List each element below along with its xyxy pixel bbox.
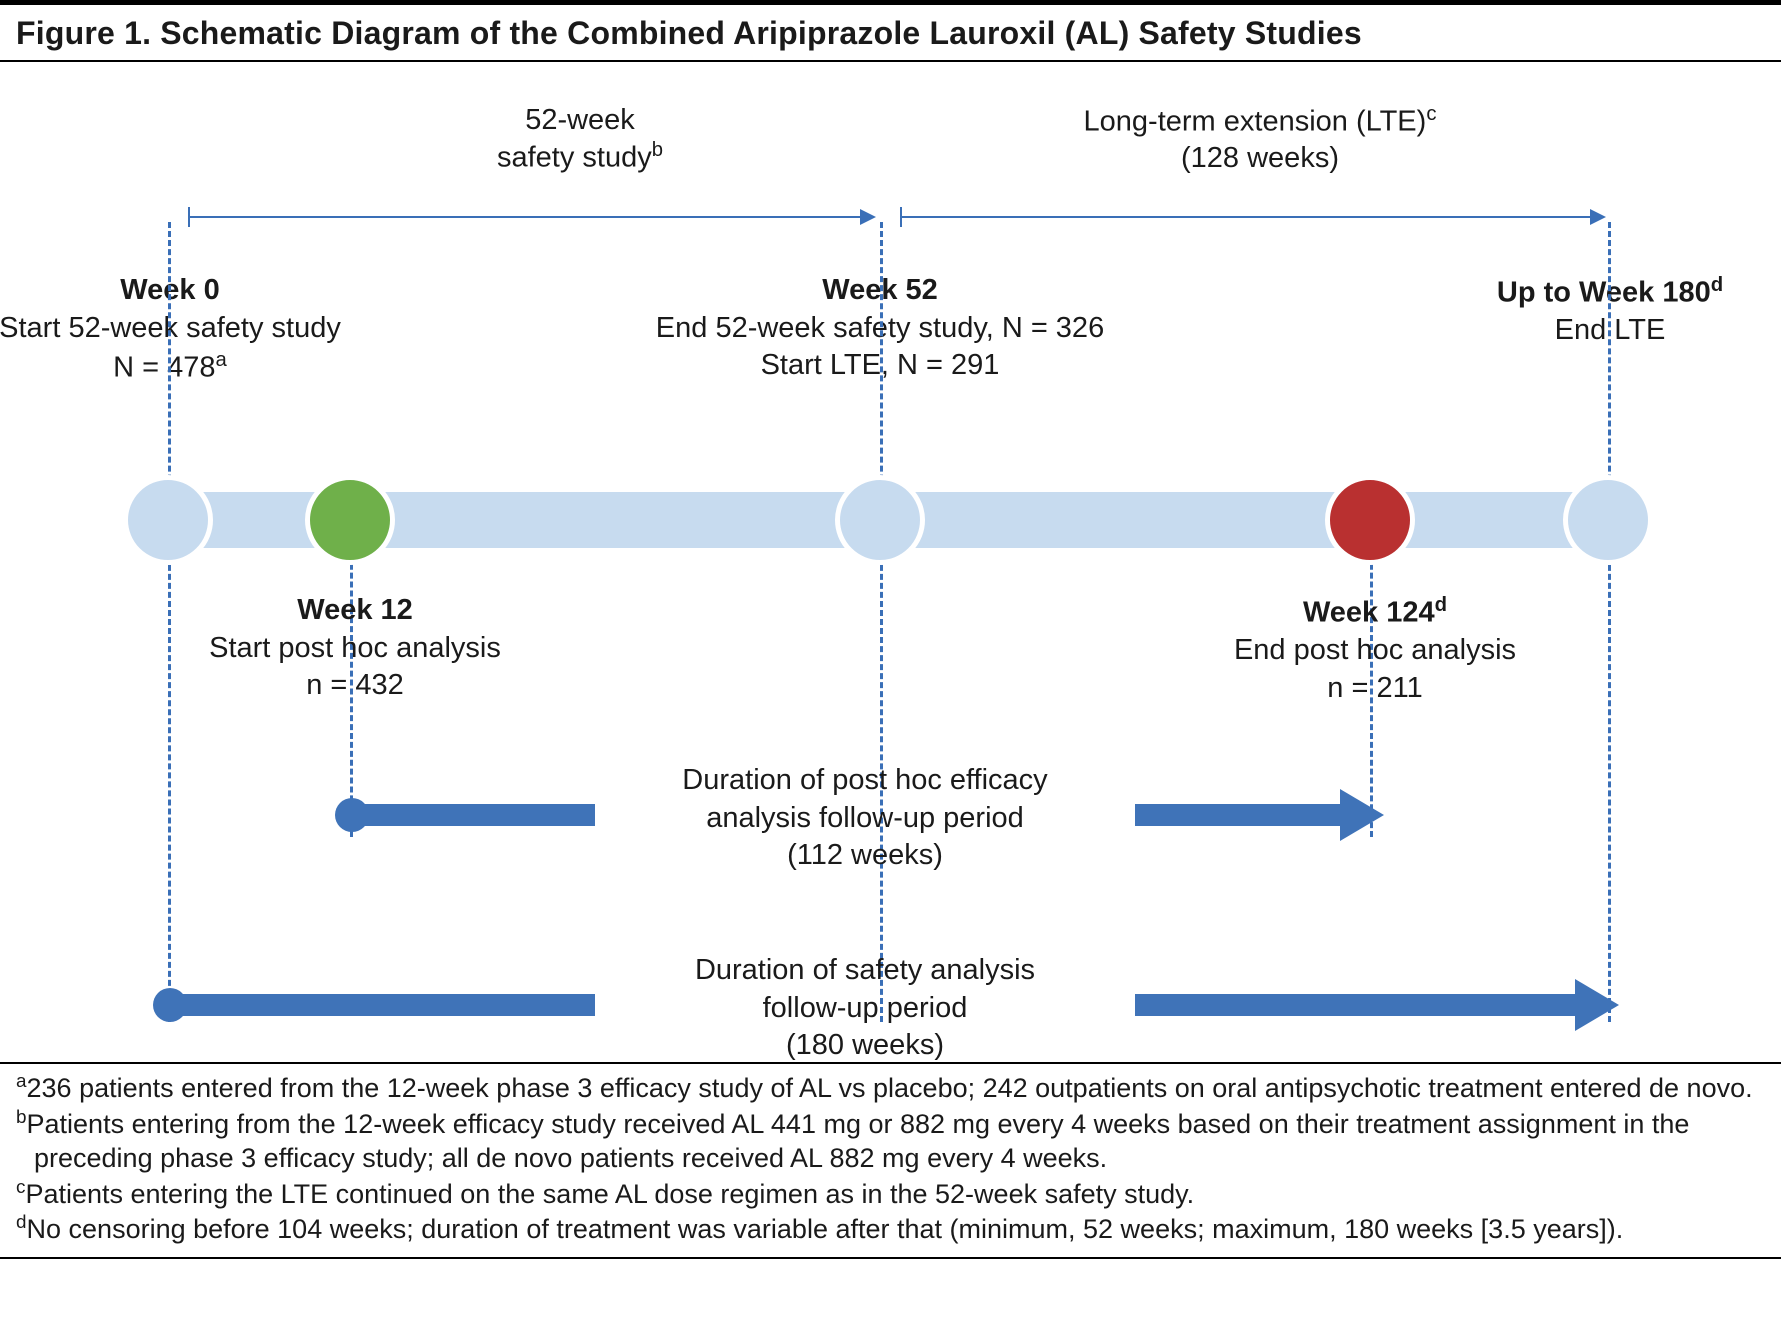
below-week124-l2: End post hoc analysis (1200, 632, 1550, 670)
node-week180 (1563, 475, 1653, 565)
span-efficacy-label: Duration of post hoc efficacy analysis f… (595, 762, 1135, 875)
milestone-week0-l2: Start 52-week safety study (0, 310, 350, 348)
span-safety-bar-right (1135, 994, 1575, 1016)
node-week52 (835, 475, 925, 565)
dash-week180 (1608, 222, 1611, 1022)
phase-1-arrow-head (860, 209, 876, 225)
dash-week0 (168, 222, 171, 1022)
phase-1-label: 52-week safety studyb (320, 102, 840, 176)
below-week12-l3: n = 432 (190, 667, 520, 705)
span-safety-l1: Duration of safety analysis (595, 952, 1135, 990)
phase-2-arrow-line (900, 216, 1590, 218)
span-safety-l3: (180 weeks) (595, 1027, 1135, 1065)
footnote-c: cPatients entering the LTE continued on … (16, 1176, 1765, 1212)
bottom-rule (0, 1257, 1781, 1259)
below-week124-title: Week 124d (1200, 592, 1550, 632)
span-efficacy-arrowhead (1340, 789, 1384, 841)
phase-1-line2: safety studyb (320, 138, 840, 176)
span-safety-l2: follow-up period (595, 990, 1135, 1028)
dash-week52 (880, 222, 883, 1022)
footnote-b: bPatients entering from the 12-week effi… (16, 1106, 1765, 1176)
phase-1-line1: 52-week (320, 102, 840, 138)
span-efficacy-l2: analysis follow-up period (595, 800, 1135, 838)
below-week124: Week 124d End post hoc analysis n = 211 (1200, 592, 1550, 708)
span-safety-label: Duration of safety analysis follow-up pe… (595, 952, 1135, 1065)
span-efficacy-bar-left (350, 804, 595, 826)
title-area: Figure 1. Schematic Diagram of the Combi… (0, 5, 1781, 60)
below-week12-title: Week 12 (190, 592, 520, 630)
span-safety-bar-left (168, 994, 595, 1016)
span-efficacy-l1: Duration of post hoc efficacy (595, 762, 1135, 800)
footnote-a: a236 patients entered from the 12-week p… (16, 1070, 1765, 1106)
phase-2-line1: Long-term extension (LTE)c (940, 102, 1580, 140)
milestone-week0-l3: N = 478a (0, 347, 350, 387)
below-week124-l3: n = 211 (1200, 670, 1550, 708)
below-week12-l2: Start post hoc analysis (190, 630, 520, 668)
phase-2-line2: (128 weeks) (940, 140, 1580, 176)
diagram-area: 52-week safety studyb Long-term extensio… (0, 62, 1781, 1062)
span-efficacy-bar-right (1135, 804, 1340, 826)
phase-1-arrow-line (188, 216, 860, 218)
below-week12: Week 12 Start post hoc analysis n = 432 (190, 592, 520, 705)
milestone-week0-title: Week 0 (0, 272, 350, 310)
milestone-week0: Week 0 Start 52-week safety study N = 47… (0, 272, 350, 388)
phase-2-label: Long-term extension (LTE)c (128 weeks) (940, 102, 1580, 176)
footnotes: a236 patients entered from the 12-week p… (0, 1064, 1781, 1257)
footnote-d: dNo censoring before 104 weeks; duration… (16, 1211, 1765, 1247)
node-week124 (1325, 475, 1415, 565)
span-safety-arrowhead (1575, 979, 1619, 1031)
figure-title: Figure 1. Schematic Diagram of the Combi… (16, 15, 1765, 52)
node-week0 (123, 475, 213, 565)
node-week12 (305, 475, 395, 565)
figure-container: Figure 1. Schematic Diagram of the Combi… (0, 0, 1781, 1259)
span-efficacy-l3: (112 weeks) (595, 837, 1135, 875)
phase-2-arrow-head (1590, 209, 1606, 225)
